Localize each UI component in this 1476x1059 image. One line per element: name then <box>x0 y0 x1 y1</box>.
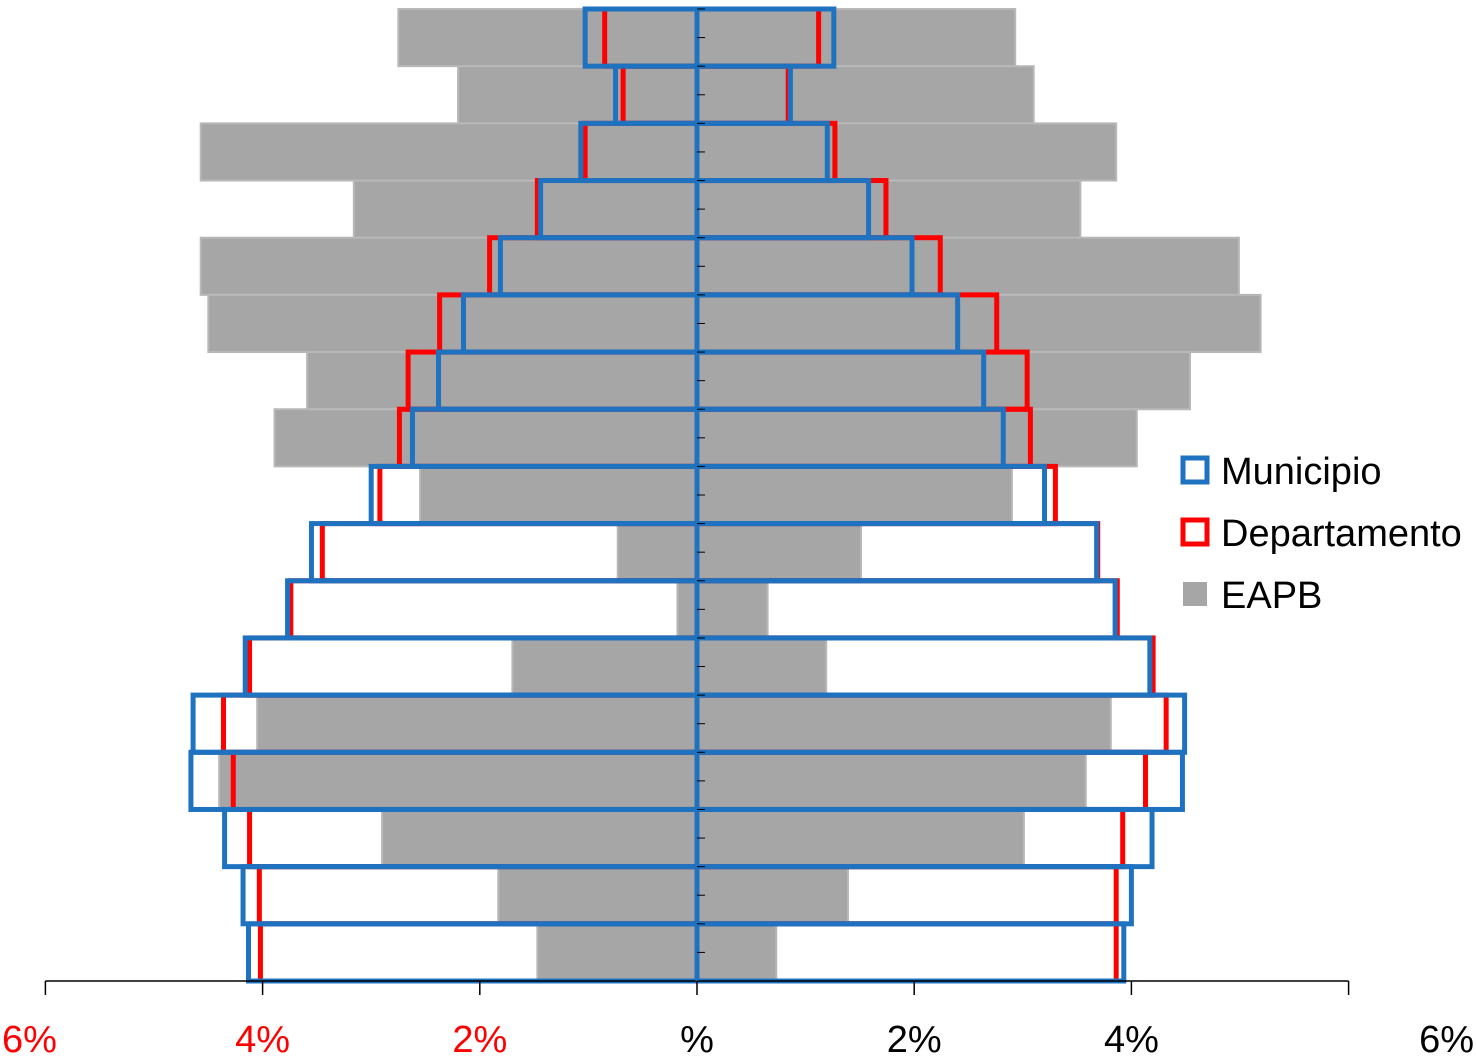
eapb-bar-right-15 <box>696 865 849 925</box>
eapb-bar-left-8 <box>419 465 698 525</box>
eapb-bar-left-15 <box>497 865 698 925</box>
municipio-legend-swatch <box>1180 455 1210 485</box>
eapb-bar-left-9 <box>616 522 698 582</box>
eapb-bar-right-8 <box>696 465 1013 525</box>
eapb-bar-left-14 <box>381 808 698 868</box>
departamento-legend-label: Departamento <box>1221 513 1462 555</box>
eapb-bar-left-10 <box>676 579 699 639</box>
eapb-bar-left-2 <box>199 122 698 182</box>
eapb-bar-right-16 <box>696 922 778 983</box>
eapb-bar-left-0 <box>397 8 698 68</box>
x-tick-labels: 6% 4% 2%% 2% 4% 6% <box>2 1019 1474 1059</box>
x-tick-label: 6% <box>1419 1019 1474 1059</box>
eapb-bar-right-14 <box>696 808 1025 868</box>
eapb-bar-left-12 <box>256 694 698 754</box>
eapb-bar-right-12 <box>696 694 1112 754</box>
departamento-legend-swatch <box>1180 517 1210 547</box>
eapb-bar-right-2 <box>696 122 1118 182</box>
municipio-legend-label: Municipio <box>1221 451 1382 493</box>
eapb-bar-left-6 <box>306 351 698 411</box>
eapb-bar-right-0 <box>696 8 1017 68</box>
eapb-bar-left-16 <box>536 922 698 983</box>
eapb-bar-right-6 <box>696 351 1192 411</box>
eapb-bar-left-4 <box>199 236 698 296</box>
eapb-legend-swatch <box>1183 582 1207 606</box>
x-tick-label: 6% <box>2 1019 57 1059</box>
x-tick-label: 2% <box>887 1019 942 1059</box>
x-tick-label: 2% <box>452 1019 507 1059</box>
x-tick-label: % <box>680 1019 714 1059</box>
eapb-bar-left-5 <box>207 293 699 354</box>
axes <box>44 8 1350 995</box>
eapb-legend-label: EAPB <box>1221 575 1322 617</box>
eapb-bar-left-1 <box>457 65 698 125</box>
eapb-bar-right-9 <box>696 522 862 582</box>
eapb-bar-right-5 <box>696 293 1262 354</box>
eapb-bar-right-3 <box>696 179 1082 239</box>
x-tick-label: 4% <box>235 1019 290 1059</box>
eapb-bar-right-11 <box>696 636 828 697</box>
eapb-bar-right-1 <box>696 65 1035 125</box>
eapb-bar-right-7 <box>696 408 1138 468</box>
eapb-bar-left-3 <box>352 179 698 239</box>
eapb-bars <box>199 8 1262 983</box>
eapb-bar-right-4 <box>696 236 1240 296</box>
departamento-bar-left-10 <box>288 578 700 641</box>
legend: Municipio Departamento EAPB <box>1180 451 1462 617</box>
eapb-bar-right-13 <box>696 751 1087 811</box>
eapb-bar-right-10 <box>696 579 769 639</box>
eapb-bar-left-7 <box>273 408 698 468</box>
eapb-bar-left-11 <box>511 636 698 697</box>
x-tick-label: 4% <box>1104 1019 1159 1059</box>
eapb-bar-left-13 <box>218 751 698 811</box>
municipio-bar-left-10 <box>285 578 700 641</box>
